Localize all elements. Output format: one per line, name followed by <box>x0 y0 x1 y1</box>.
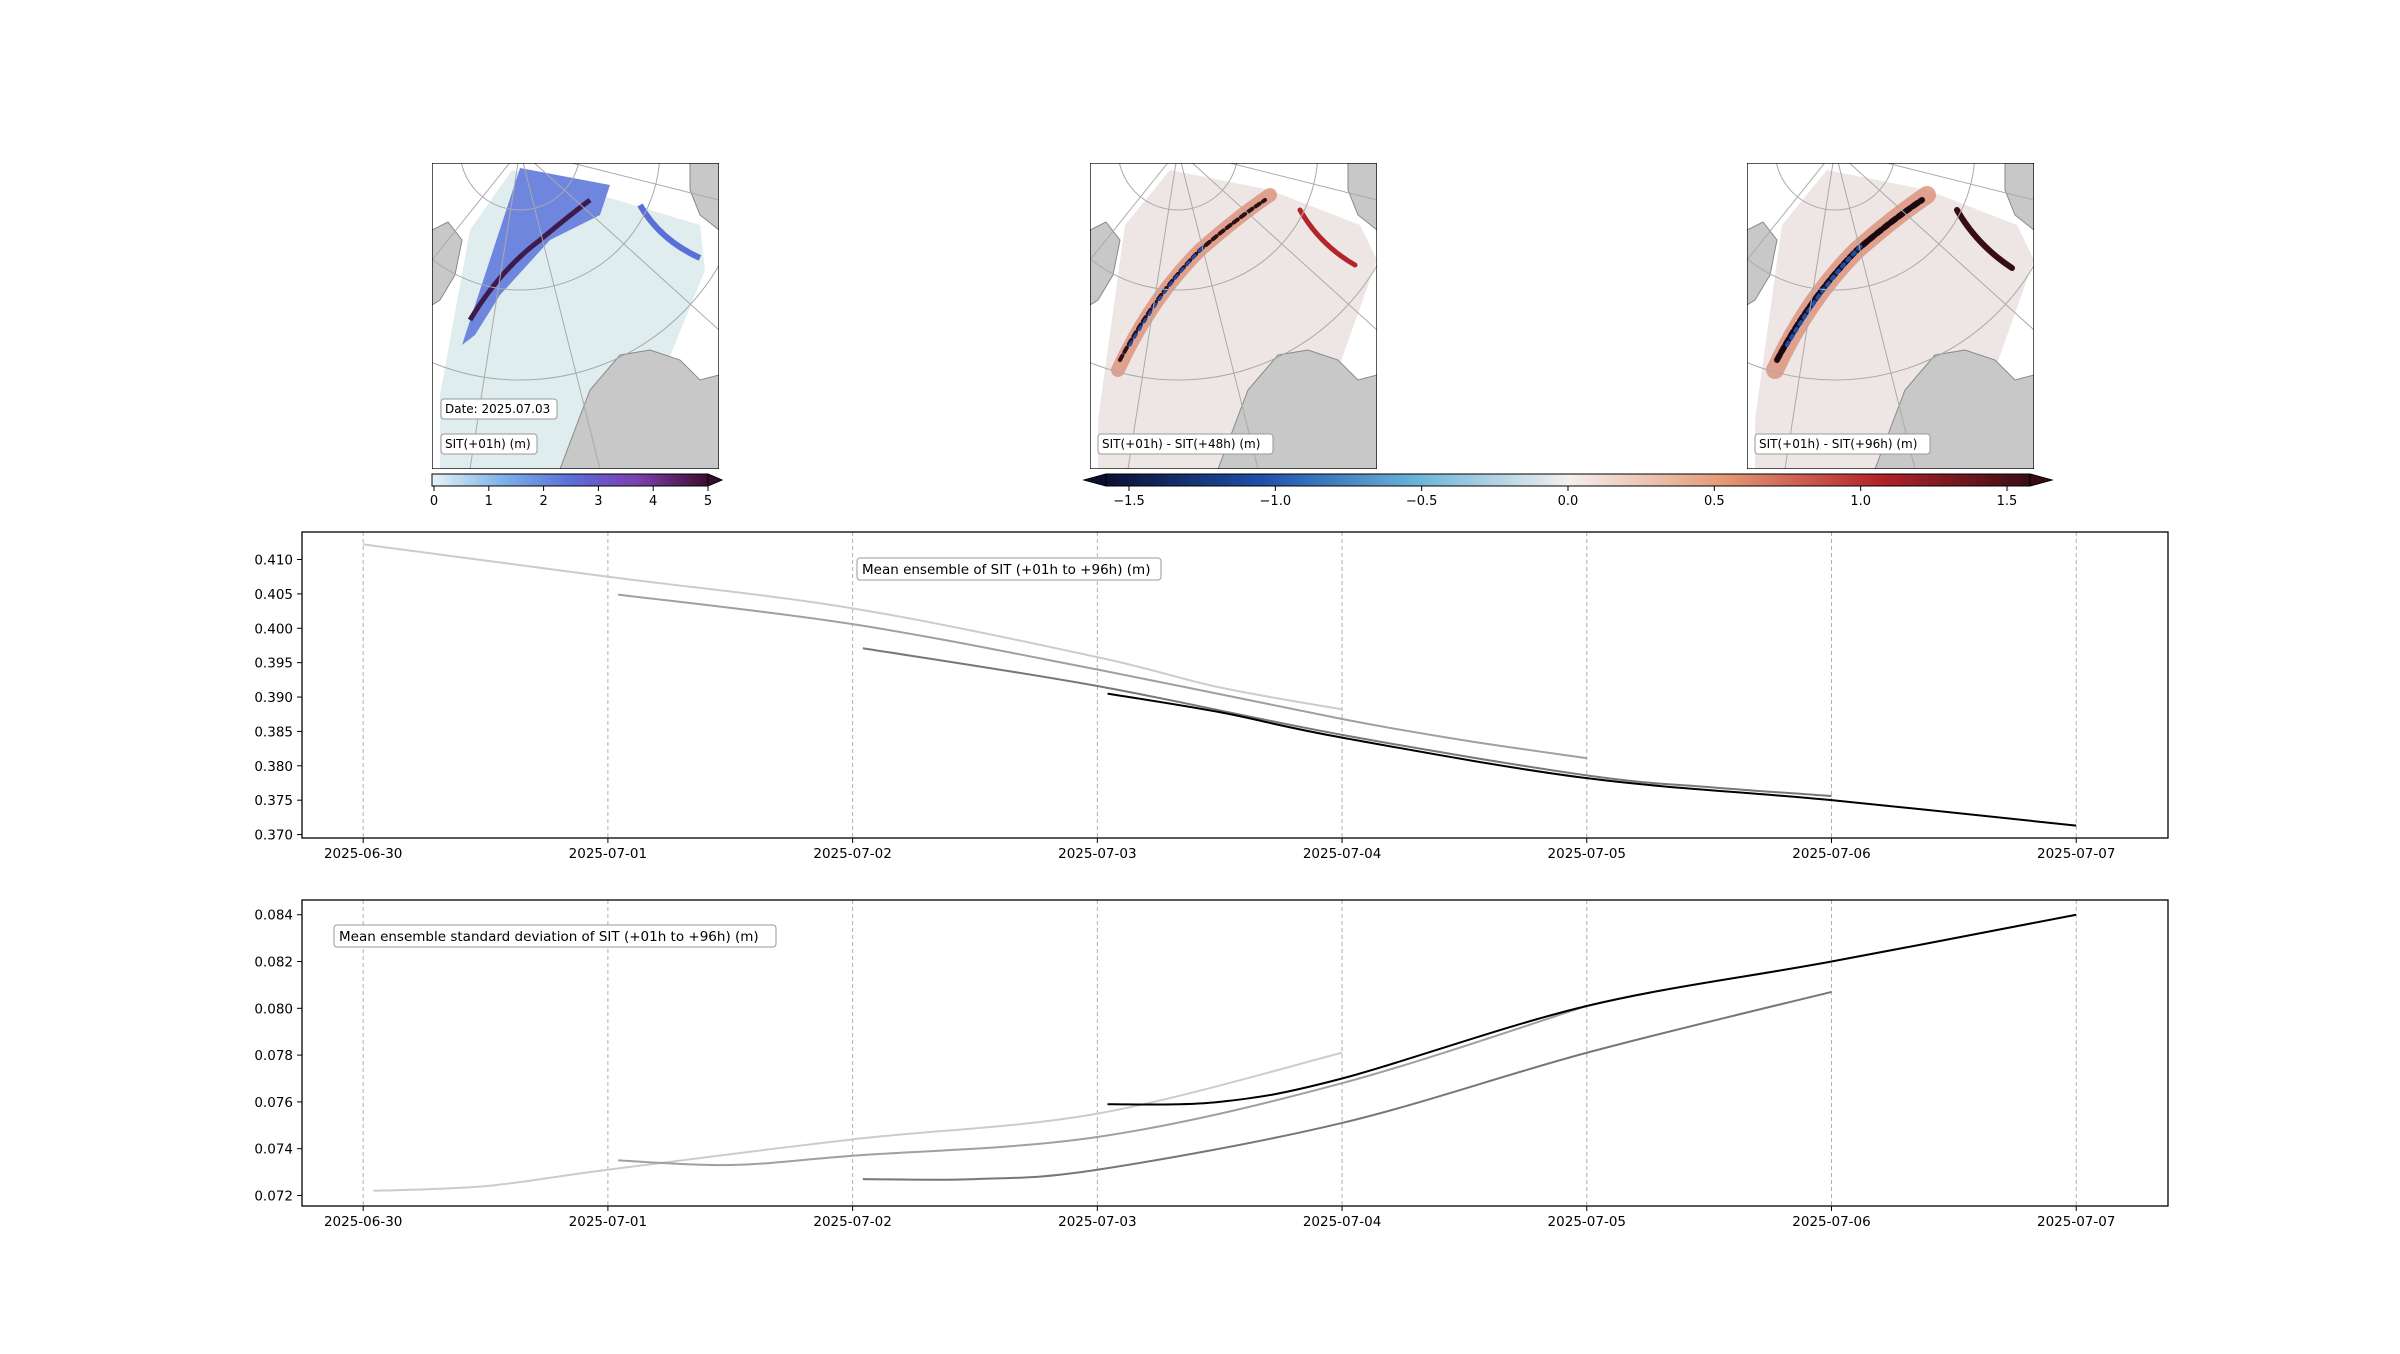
thick-ice-ridge <box>467 198 592 322</box>
land-scandinavia <box>559 349 719 469</box>
x-tick-label: 2025-07-02 <box>813 846 891 862</box>
x-tick-label: 2025-06-30 <box>324 1214 402 1230</box>
chart-title: Mean ensemble of SIT (+01h to +96h) (m) <box>862 562 1150 578</box>
land-greenland <box>432 221 463 306</box>
x-tick-label: 2025-07-05 <box>1548 1214 1626 1230</box>
chart-title-box: Mean ensemble standard deviation of SIT … <box>333 924 777 948</box>
land-greenland <box>1747 221 1778 306</box>
map-panel-diff-48h <box>1090 163 1377 469</box>
colorbar-tick-label: −1.5 <box>1113 494 1145 509</box>
x-tick-label: 2025-07-07 <box>2037 1214 2115 1230</box>
colorbar-diff: −1.5 −1.0 −0.5 0.0 0.5 1.0 1.5 <box>1082 473 2054 509</box>
colorbar-tick-label: 0.0 <box>1558 494 1579 509</box>
chart-mean-ensemble: 0.410 0.405 0.400 0.395 0.390 0.385 0.380 0.375… <box>254 531 2169 862</box>
map-label: SIT(+01h) - SIT(+48h) (m) <box>1102 437 1260 451</box>
series-line-1 <box>363 543 1343 711</box>
y-tick-label: 0.076 <box>254 1095 293 1111</box>
series-line-4 <box>1107 913 2077 1106</box>
y-tick-label: 0.385 <box>254 724 293 740</box>
difference-field <box>1111 188 1358 377</box>
y-tick-label: 0.390 <box>254 690 293 706</box>
colorbar-tick-label: 0 <box>430 494 438 509</box>
map-date-box: Date: 2025.07.03 <box>440 398 558 420</box>
x-tick-label: 2025-07-05 <box>1548 846 1626 862</box>
y-tick-label: 0.375 <box>254 793 293 809</box>
y-tick-label: 0.072 <box>254 1188 293 1204</box>
y-tick-label: 0.380 <box>254 759 293 775</box>
map-label: SIT(+01h) - SIT(+96h) (m) <box>1759 437 1917 451</box>
y-tick-label: 0.370 <box>254 828 293 844</box>
x-tick-label: 2025-07-03 <box>1058 1214 1136 1230</box>
series-line-2 <box>618 1005 1588 1167</box>
chart-title: Mean ensemble standard deviation of SIT … <box>339 929 759 945</box>
x-tick-label: 2025-06-30 <box>324 846 402 862</box>
y-tick-label: 0.084 <box>254 908 293 924</box>
map-label-box: SIT(+01h) - SIT(+48h) (m) <box>1097 433 1274 455</box>
colorbar-tick-label: 5 <box>704 494 712 509</box>
colorbar-tick-label: 4 <box>649 494 657 509</box>
colorbar-tick-label: 2 <box>539 494 547 509</box>
colorbar-tick-label: 1.5 <box>1997 494 2018 509</box>
map-label-box: SIT(+01h) - SIT(+96h) (m) <box>1754 433 1931 455</box>
x-tick-label: 2025-07-03 <box>1058 846 1136 862</box>
series-line-2 <box>617 593 1587 760</box>
colorbar-tick-label: −0.5 <box>1406 494 1438 509</box>
colorbar-tick-label: 3 <box>594 494 602 509</box>
series-line-3 <box>862 990 1832 1181</box>
land-greenland <box>1090 221 1121 306</box>
x-tick-label: 2025-07-04 <box>1303 1214 1381 1230</box>
map-date-label: Date: 2025.07.03 <box>445 402 550 416</box>
y-tick-label: 0.078 <box>254 1048 293 1064</box>
y-tick-label: 0.080 <box>254 1001 293 1017</box>
x-tick-label: 2025-07-01 <box>569 846 647 862</box>
series-line-4 <box>1107 692 2077 827</box>
chart-std-ensemble: 0.084 0.082 0.080 0.078 0.076 0.074 0.072 2025… <box>254 899 2169 1230</box>
colorbar-tick-label: 1 <box>485 494 493 509</box>
series-line-1 <box>373 1051 1343 1192</box>
map-panel-sit <box>432 163 719 469</box>
colorbar-tick-label: 0.5 <box>1704 494 1725 509</box>
map-label-box: SIT(+01h) (m) <box>440 433 538 455</box>
x-tick-label: 2025-07-04 <box>1303 846 1381 862</box>
chart-title-box: Mean ensemble of SIT (+01h to +96h) (m) <box>856 557 1162 581</box>
colorbar-tick-label: −1.0 <box>1260 494 1292 509</box>
y-tick-label: 0.405 <box>254 587 293 603</box>
y-tick-label: 0.074 <box>254 1142 293 1158</box>
colorbar-tick-label: 1.0 <box>1850 494 1871 509</box>
x-tick-label: 2025-07-01 <box>569 1214 647 1230</box>
colorbar-sit: 0 1 2 3 4 5 <box>430 473 724 509</box>
x-tick-label: 2025-07-06 <box>1792 1214 1870 1230</box>
map-label: SIT(+01h) (m) <box>445 437 531 451</box>
y-tick-label: 0.400 <box>254 621 293 637</box>
x-tick-label: 2025-07-02 <box>813 1214 891 1230</box>
y-tick-label: 0.395 <box>254 656 293 672</box>
x-tick-label: 2025-07-07 <box>2037 846 2115 862</box>
y-tick-label: 0.082 <box>254 955 293 971</box>
map-panel-diff-96h <box>1747 163 2034 469</box>
series-line-3 <box>862 647 1832 798</box>
x-tick-label: 2025-07-06 <box>1792 846 1870 862</box>
y-tick-label: 0.410 <box>254 553 293 569</box>
